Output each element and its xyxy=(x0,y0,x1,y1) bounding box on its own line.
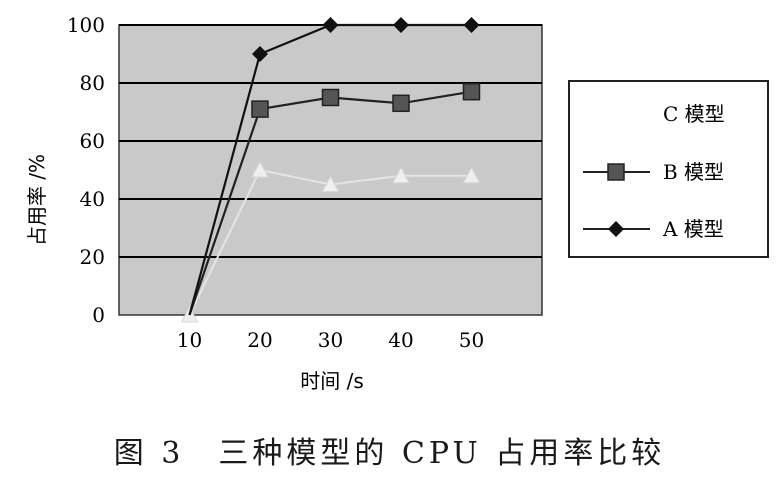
data-point-diamond xyxy=(393,17,409,33)
data-point-square xyxy=(607,163,625,181)
data-point-triangle xyxy=(321,175,340,192)
y-tick-label: 20 xyxy=(80,245,105,269)
y-tick-label: 100 xyxy=(67,13,105,37)
y-tick-label: 0 xyxy=(92,303,105,327)
legend-label: B 模型 xyxy=(663,160,724,184)
data-point-square xyxy=(251,100,269,118)
y-tick-label: 40 xyxy=(80,187,105,211)
plot-area xyxy=(118,24,543,316)
data-point-diamond xyxy=(252,46,268,62)
line-chart: 0 20 40 60 80 100 10 20 30 40 50 时间 /s 占用率 /% C 模… xyxy=(25,13,725,393)
legend-label: A 模型 xyxy=(662,217,724,241)
x-tick-label: 50 xyxy=(459,328,484,352)
x-tick-label: 30 xyxy=(318,328,343,352)
data-point-square xyxy=(462,82,481,101)
legend-label: C 模型 xyxy=(663,102,725,126)
legend: C 模型 B 模型 A 模型 xyxy=(583,102,725,241)
data-point-triangle xyxy=(462,166,481,184)
data-point-square xyxy=(392,94,410,113)
legend-frame xyxy=(568,80,769,258)
x-tick-labels: 10 20 30 40 50 xyxy=(177,328,484,352)
figure-caption: 图 3 三种模型的 CPU 占用率比较 xyxy=(113,436,666,471)
y-tick-labels: 0 20 40 60 80 100 xyxy=(67,13,105,327)
data-point-square xyxy=(321,88,340,107)
x-tick-label: 20 xyxy=(247,328,272,352)
legend-item: C 模型 xyxy=(663,102,725,126)
x-axis-label: 时间 /s xyxy=(300,369,364,393)
data-point-triangle xyxy=(392,166,410,184)
legend-item: A 模型 xyxy=(583,217,724,241)
data-point-diamond xyxy=(322,17,339,33)
y-axis-label: 占用率 /% xyxy=(25,154,49,246)
legend-item: B 模型 xyxy=(583,160,724,184)
x-tick-label: 40 xyxy=(388,328,413,352)
series-group xyxy=(180,17,481,323)
data-point-diamond xyxy=(608,221,624,237)
y-tick-label: 60 xyxy=(80,129,105,153)
y-tick-label: 80 xyxy=(80,71,105,95)
data-point-triangle xyxy=(251,160,269,178)
series-1 xyxy=(188,82,481,316)
x-tick-label: 10 xyxy=(177,328,202,352)
data-point-diamond xyxy=(463,17,480,33)
series-2 xyxy=(188,17,480,316)
